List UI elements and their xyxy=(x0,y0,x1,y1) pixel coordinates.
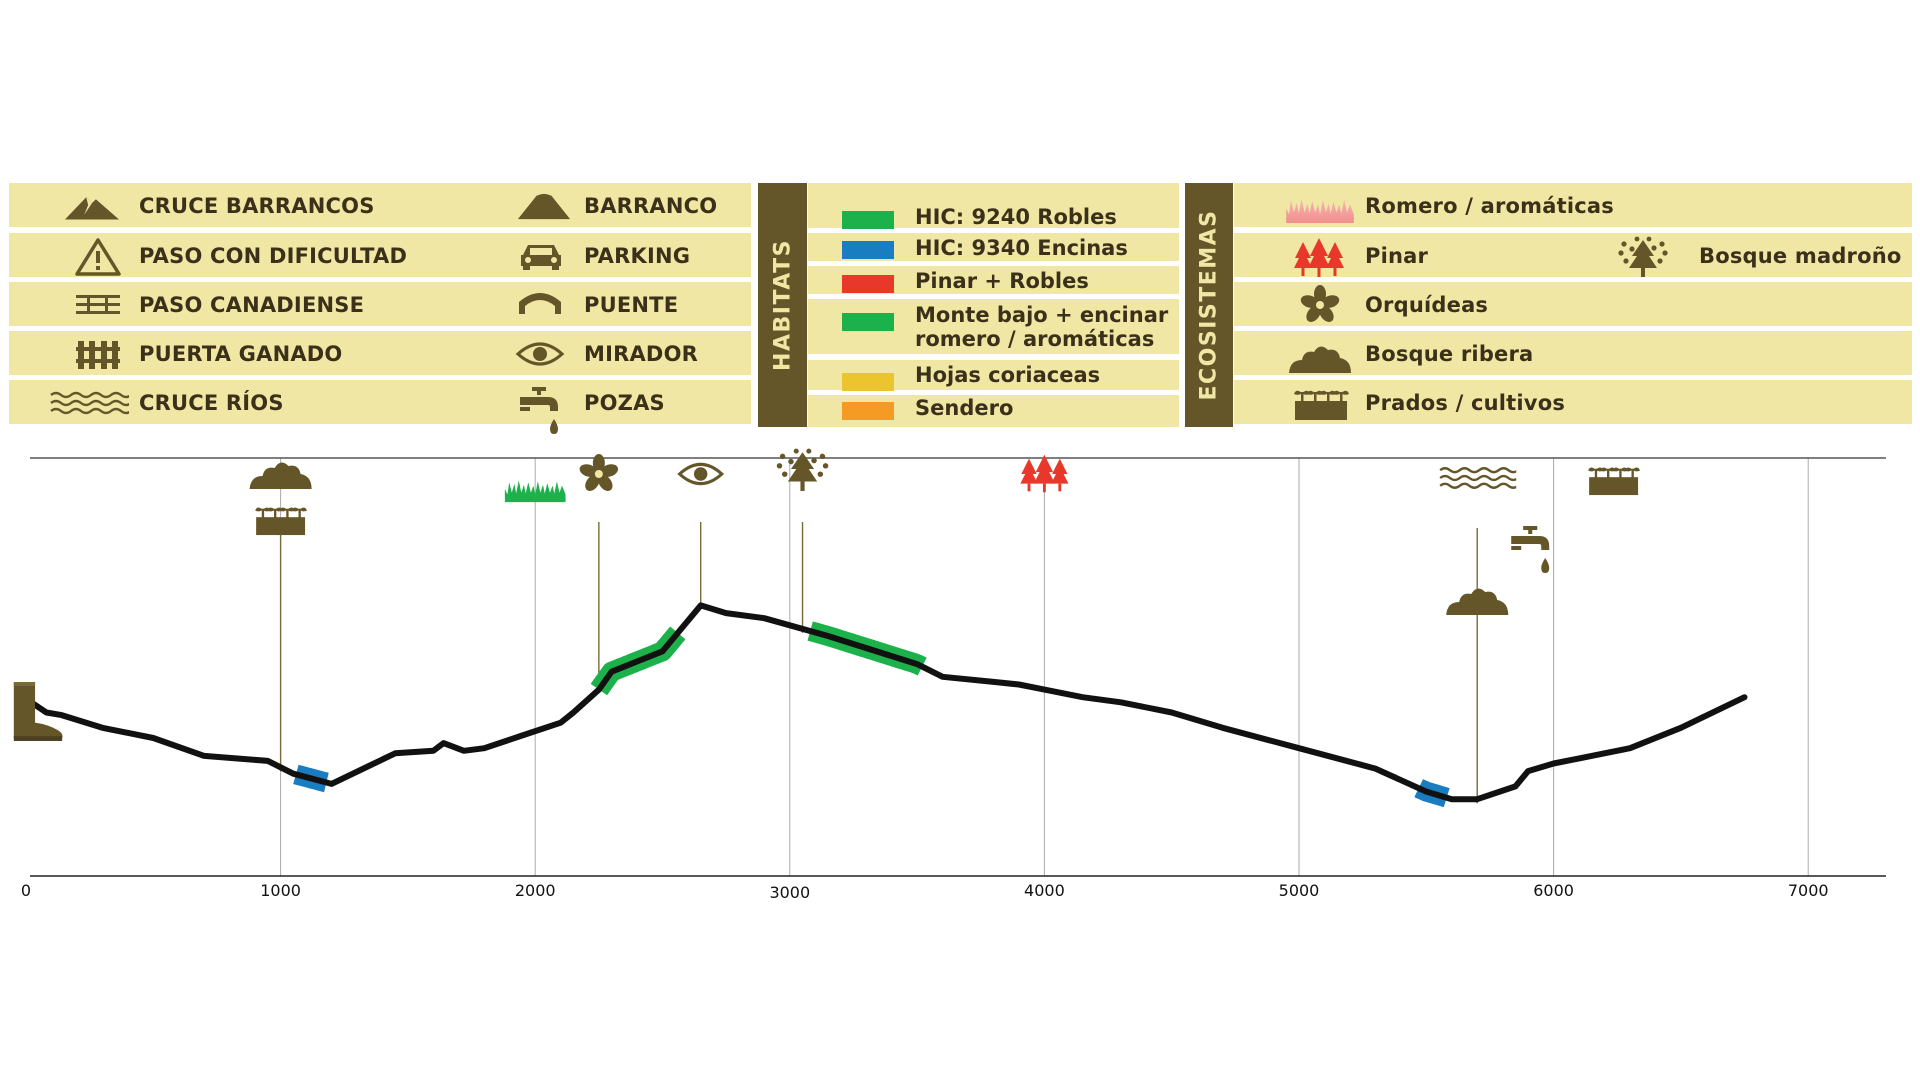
eco-label: Bosque madroño xyxy=(1699,244,1902,268)
waves-icon xyxy=(49,390,129,416)
car-icon xyxy=(519,241,563,271)
pine-trees-icon xyxy=(1293,238,1345,278)
cattle-grid-icon xyxy=(75,293,121,317)
legend-label: PUERTA GANADO xyxy=(139,342,343,366)
legend-row xyxy=(9,331,751,375)
flower-icon xyxy=(578,454,619,494)
habitat-label: HIC: 9340 Encinas xyxy=(915,236,1128,260)
legend-label: PASO CANADIENSE xyxy=(139,293,365,317)
swatch-sendero xyxy=(842,402,894,420)
swatch-hojas-coriaceas xyxy=(842,373,894,391)
elevation-profile-line xyxy=(28,602,1748,803)
bush-icon xyxy=(1288,342,1352,374)
eye-icon xyxy=(677,462,724,486)
habitats-title-band: HABITATS xyxy=(758,183,807,427)
eco-label: Romero / aromáticas xyxy=(1365,194,1614,218)
elevation-profile-chart: 0 1000 2000 3000 4000 5000 6000 7000 xyxy=(13,448,1886,902)
waves-icon xyxy=(1438,467,1517,489)
water-tap-icon xyxy=(518,385,562,437)
habitat-segments xyxy=(288,621,1455,808)
field-crop-icon xyxy=(1588,467,1640,496)
ravine-icon xyxy=(515,192,573,220)
fence-gate-icon xyxy=(75,337,121,371)
legend-label: POZAS xyxy=(584,391,665,415)
swatch-monte-bajo xyxy=(842,313,894,331)
habitat-label: Hojas coriaceas xyxy=(915,363,1101,387)
mountain-crossing-icon xyxy=(63,191,121,221)
legend-label: CRUCE RÍOS xyxy=(139,391,284,415)
x-tick-label: 2000 xyxy=(515,881,556,900)
legend-row xyxy=(9,380,751,424)
legend-label: CRUCE BARRANCOS xyxy=(139,194,375,218)
x-tick-label: 1000 xyxy=(260,881,301,900)
habitat-label: romero / aromáticas xyxy=(915,327,1155,351)
habitat-label: Sendero xyxy=(915,396,1014,420)
legend-row xyxy=(9,183,751,227)
grass-icon xyxy=(1285,195,1355,224)
legend-label: BARRANCO xyxy=(584,194,718,218)
x-tick-label: 0 xyxy=(21,881,31,900)
legend-label: MIRADOR xyxy=(584,342,698,366)
x-tick-label: 3000 xyxy=(769,883,810,902)
swatch-robles xyxy=(842,211,894,229)
legend-label: PUENTE xyxy=(584,293,679,317)
habitats-legend: HABITATS HIC: 9240 Robles HIC: 9340 Enci… xyxy=(758,183,1179,427)
eye-icon xyxy=(515,340,565,368)
field-crop-icon xyxy=(1293,387,1349,421)
x-tick-label: 5000 xyxy=(1279,881,1320,900)
x-tick-label: 7000 xyxy=(1788,881,1829,900)
ecosistemas-legend: ECOSISTEMAS Romero / aromáticas Pinar Bo… xyxy=(1185,183,1912,427)
legend-label: PASO CON DIFICULTAD xyxy=(139,244,408,268)
pine-trees-icon xyxy=(1020,454,1069,493)
x-tick-label: 4000 xyxy=(1024,881,1065,900)
legend-row xyxy=(1234,282,1912,326)
habitat-label: HIC: 9240 Robles xyxy=(915,205,1117,229)
warning-triangle-icon xyxy=(75,237,121,277)
bridge-icon xyxy=(517,290,563,316)
eco-label: Bosque ribera xyxy=(1365,342,1534,366)
habitat-label: Monte bajo + encinar xyxy=(915,303,1169,327)
swatch-pinar-robles xyxy=(842,275,894,293)
chart-grid xyxy=(280,458,1809,876)
eco-label: Orquídeas xyxy=(1365,293,1489,317)
habitat-label: Pinar + Robles xyxy=(915,269,1089,293)
profile-markers xyxy=(249,448,1640,804)
habitats-title: HABITATS xyxy=(770,239,795,371)
flower-icon xyxy=(1300,285,1340,325)
legend-row xyxy=(9,282,751,326)
eco-label: Pinar xyxy=(1365,244,1429,268)
symbols-legend: CRUCE BARRANCOS PASO CON DIFICULTAD PASO… xyxy=(9,183,751,427)
legend-row xyxy=(9,233,751,277)
bush-icon xyxy=(1446,588,1509,615)
legend-label: PARKING xyxy=(584,244,691,268)
x-axis-ticks: 0 1000 2000 3000 4000 5000 6000 7000 xyxy=(21,881,1829,902)
strawberry-tree-icon xyxy=(1617,236,1669,278)
legend-row xyxy=(1234,233,1912,277)
bush-icon xyxy=(249,462,312,489)
ecosistemas-title: ECOSISTEMAS xyxy=(1196,209,1222,401)
ecosistemas-title-band: ECOSISTEMAS xyxy=(1185,183,1233,427)
water-tap-icon xyxy=(1511,526,1550,573)
x-tick-label: 6000 xyxy=(1533,881,1574,900)
swatch-encinas xyxy=(842,241,894,259)
strawberry-tree-icon xyxy=(776,448,829,491)
eco-label: Prados / cultivos xyxy=(1365,391,1566,415)
